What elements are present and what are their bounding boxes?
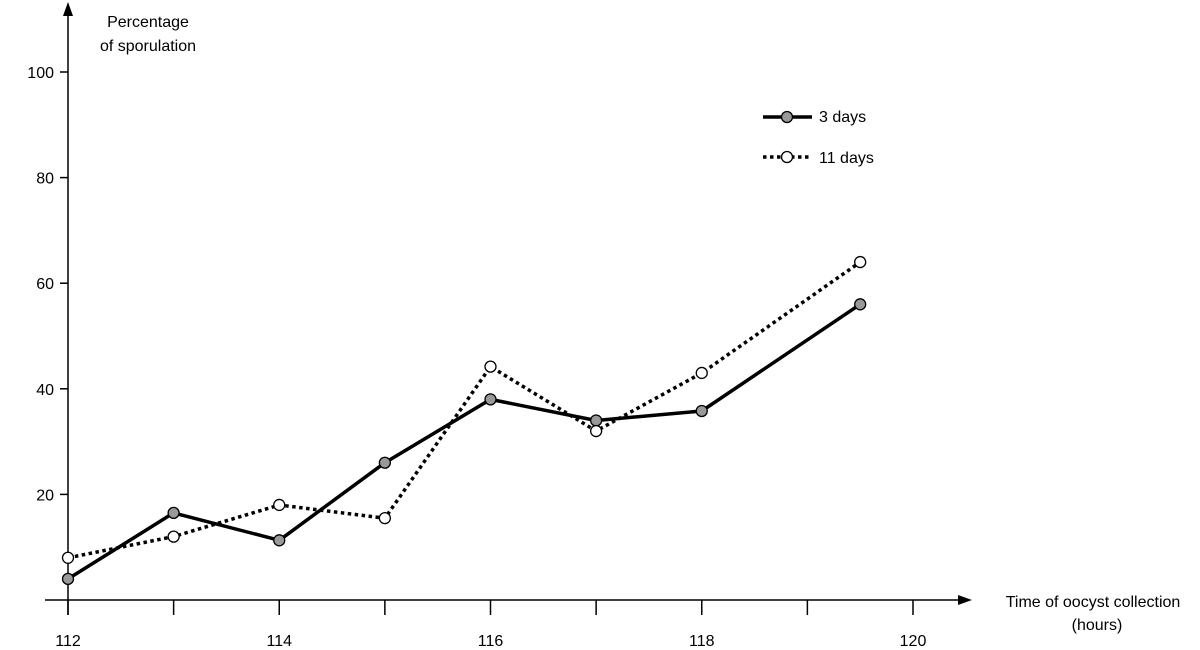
x-tick-label: 116 (478, 633, 504, 650)
data-point-11-days (695, 366, 708, 380)
legend-marker-11-days (780, 150, 794, 164)
data-point-3-days (273, 534, 286, 547)
legend-label-11-days: 11 days (819, 150, 874, 167)
x-tick-label: 114 (266, 633, 292, 650)
y-tick-label: 100 (27, 65, 54, 82)
data-point-3-days (854, 298, 867, 311)
data-point-3-days (61, 572, 75, 586)
series-layer (61, 255, 867, 586)
data-point-3-days (378, 456, 392, 469)
data-point-11-days (484, 360, 497, 373)
x-axis-label-line-1: Time of oocyst collection (1006, 594, 1181, 611)
x-axis-label-line-2: (hours) (1072, 617, 1123, 634)
legend: 3 days 11 days (763, 109, 874, 167)
series-line-11-days (67, 260, 862, 560)
legend-marker-3-days (780, 110, 794, 124)
y-tick-label: 20 (36, 487, 54, 504)
data-point-11-days (854, 255, 867, 269)
series-line-3-days (67, 302, 862, 581)
x-ticks: 112 114 116 118 120 (55, 600, 926, 650)
y-axis-arrow (63, 2, 73, 16)
data-point-11-days (589, 424, 603, 438)
legend-label-3-days: 3 days (819, 109, 866, 126)
data-point-3-days (589, 414, 603, 427)
y-ticks: 20 40 60 80 100 (27, 65, 68, 504)
data-point-11-days (61, 551, 75, 564)
x-axis-arrow (958, 595, 972, 605)
x-tick-label: 118 (689, 633, 715, 650)
y-axis-label-line-1: Percentage (107, 14, 189, 31)
y-tick-label: 80 (36, 171, 54, 188)
data-point-11-days (167, 530, 180, 543)
y-axis-label-line-2: of sporulation (100, 38, 196, 55)
data-point-11-days (378, 512, 392, 525)
x-tick-label: 120 (900, 633, 927, 650)
y-tick-label: 40 (36, 382, 54, 399)
data-point-3-days (167, 506, 180, 520)
x-tick-label: 112 (55, 633, 81, 650)
data-point-11-days (273, 498, 286, 512)
data-point-3-days (695, 404, 708, 418)
y-tick-label: 60 (36, 276, 54, 293)
data-point-3-days (484, 393, 497, 406)
